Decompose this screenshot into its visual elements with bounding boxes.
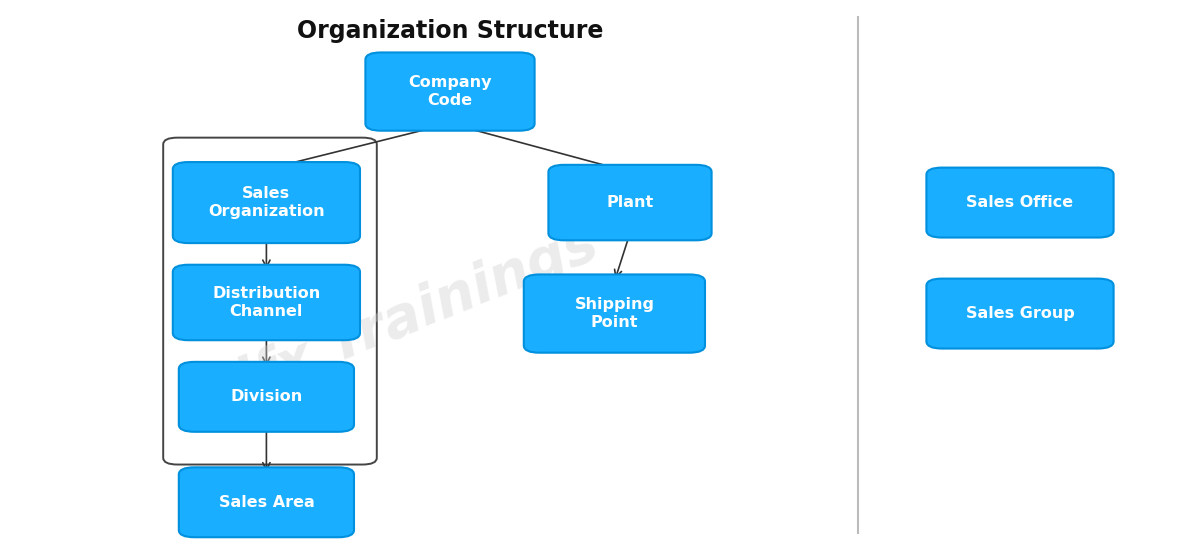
Text: Shipping
Point: Shipping Point <box>575 297 654 330</box>
FancyBboxPatch shape <box>926 168 1114 238</box>
FancyBboxPatch shape <box>548 165 712 240</box>
Text: Sales Group: Sales Group <box>966 306 1074 321</box>
Text: Sales
Organization: Sales Organization <box>208 186 325 219</box>
FancyBboxPatch shape <box>173 162 360 243</box>
Text: Distribution
Channel: Distribution Channel <box>212 286 320 319</box>
Text: Organization Structure: Organization Structure <box>296 19 604 43</box>
FancyBboxPatch shape <box>365 52 535 131</box>
Text: Sales Office: Sales Office <box>966 195 1074 210</box>
FancyBboxPatch shape <box>179 362 354 432</box>
Text: Sales Area: Sales Area <box>218 495 314 510</box>
FancyBboxPatch shape <box>523 274 706 353</box>
FancyBboxPatch shape <box>926 279 1114 349</box>
FancyBboxPatch shape <box>173 265 360 340</box>
FancyBboxPatch shape <box>179 467 354 537</box>
Text: Company
Code: Company Code <box>408 75 492 108</box>
Text: Hifx Trainings: Hifx Trainings <box>186 216 606 428</box>
Text: Plant: Plant <box>606 195 654 210</box>
Text: Division: Division <box>230 389 302 405</box>
